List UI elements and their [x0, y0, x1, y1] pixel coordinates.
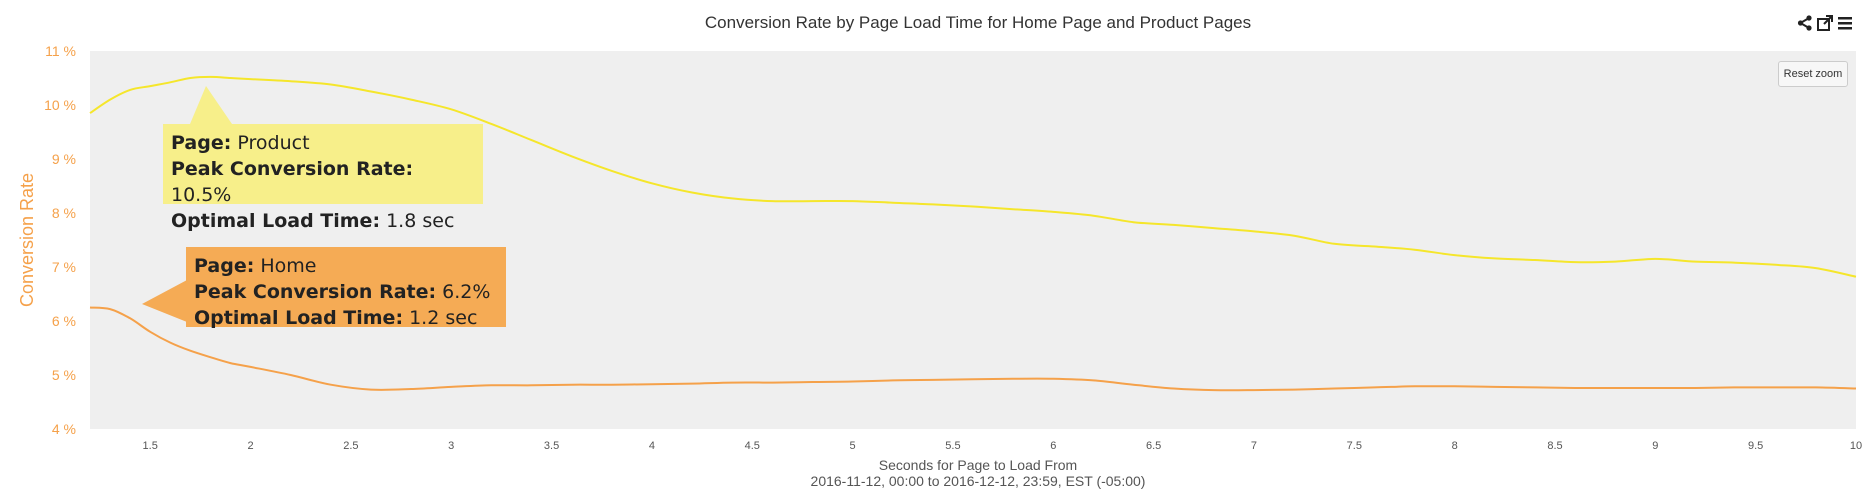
x-tick-label: 2.5 [343, 440, 358, 452]
annotation-product-peak-key: Peak Conversion Rate: [171, 158, 414, 180]
home-series-line [89, 306, 1857, 392]
x-tick-label: 2 [247, 440, 253, 452]
annotation-home-page-line: Page: Home [194, 253, 498, 279]
x-tick-label: 10 [1850, 440, 1862, 452]
y-tick-label: 6 % [52, 313, 76, 329]
y-tick-label: 11 % [45, 43, 76, 59]
annotation-product: Page: Product Peak Conversion Rate: 10.5… [163, 124, 483, 232]
annotation-home-optimal-line: Optimal Load Time: 1.2 sec [194, 305, 498, 331]
annotation-product-optimal-value: 1.8 sec [386, 210, 455, 232]
annotation-home-page-value: Home [260, 255, 317, 277]
annotation-home-peak-value: 6.2% [442, 281, 491, 303]
y-tick-label: 9 % [52, 151, 76, 167]
x-tick-label: 7 [1251, 440, 1257, 452]
y-axis-label: Conversion Rate [17, 173, 37, 307]
y-tick-label: 7 % [52, 259, 76, 275]
x-tick-label: 6.5 [1146, 440, 1161, 452]
open-external-icon[interactable] [1816, 14, 1834, 32]
y-tick-label: 4 % [52, 421, 76, 437]
x-tick-label: 1.5 [143, 440, 158, 452]
x-axis-label: Seconds for Page to Load From [879, 457, 1077, 473]
x-tick-label: 6 [1050, 440, 1056, 452]
annotation-product-page-line: Page: Product [171, 130, 475, 156]
chart-title: Conversion Rate by Page Load Time for Ho… [705, 13, 1251, 32]
x-tick-label: 4.5 [745, 440, 760, 452]
series-layer [89, 75, 1857, 392]
x-tick-label: 7.5 [1347, 440, 1362, 452]
annotation-home-page-key: Page: [194, 255, 255, 277]
share-icon[interactable] [1796, 14, 1814, 32]
x-tick-label: 8.5 [1547, 440, 1562, 452]
y-tick-label: 10 % [44, 97, 76, 113]
annotation-pointers [142, 86, 232, 322]
hamburger-menu-icon[interactable] [1836, 14, 1854, 32]
plot-area [90, 51, 1856, 429]
annotation-product-optimal-line: Optimal Load Time: 1.8 sec [171, 208, 475, 234]
annotation-home-optimal-key: Optimal Load Time: [194, 307, 404, 329]
x-axis-sublabel: 2016-11-12, 00:00 to 2016-12-12, 23:59, … [811, 473, 1146, 489]
annotation-home-peak-key: Peak Conversion Rate: [194, 281, 437, 303]
reset-zoom-button[interactable]: Reset zoom [1778, 61, 1848, 87]
x-tick-label: 4 [649, 440, 655, 452]
y-axis-ticks: 4 % 5 % 6 % 7 % 8 % 9 % 10 % 11 % [44, 43, 76, 437]
product-series-line [89, 75, 1857, 278]
x-tick-label: 3 [448, 440, 454, 452]
x-axis-ticks: 1.5 2 2.5 3 3.5 4 4.5 5 5.5 6 6.5 7 7.5 8 8.5 9 9.5 10 [143, 440, 1863, 452]
x-tick-label: 9 [1652, 440, 1658, 452]
x-tick-label: 8 [1452, 440, 1458, 452]
annotation-product-page-value: Product [237, 132, 310, 154]
y-tick-label: 5 % [52, 367, 76, 383]
annotation-product-optimal-key: Optimal Load Time: [171, 210, 381, 232]
annotation-product-peak-value: 10.5% [171, 184, 232, 206]
annotation-home: Page: Home Peak Conversion Rate: 6.2% Op… [186, 247, 506, 329]
annotation-product-page-key: Page: [171, 132, 232, 154]
x-tick-label: 5 [850, 440, 856, 452]
annotation-home-peak-line: Peak Conversion Rate: 6.2% [194, 279, 498, 305]
annotation-home-pointer [142, 280, 187, 322]
chart-toolbar [1796, 12, 1854, 34]
x-tick-label: 5.5 [945, 440, 960, 452]
annotation-home-optimal-value: 1.2 sec [409, 307, 478, 329]
x-tick-label: 3.5 [544, 440, 559, 452]
x-tick-label: 9.5 [1748, 440, 1763, 452]
annotation-product-peak-line: Peak Conversion Rate: 10.5% [171, 156, 475, 208]
y-tick-label: 8 % [52, 205, 76, 221]
annotation-product-pointer [190, 86, 232, 124]
